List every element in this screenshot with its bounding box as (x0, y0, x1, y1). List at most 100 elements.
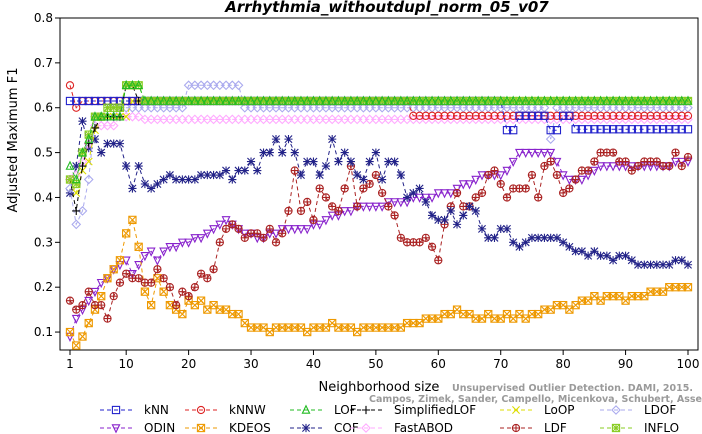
data-point (496, 314, 505, 323)
data-point (639, 95, 649, 105)
data-point (134, 274, 143, 283)
data-point (490, 111, 499, 120)
data-point (277, 225, 287, 235)
data-point (72, 341, 81, 350)
data-point (165, 283, 175, 292)
data-point (172, 175, 181, 184)
data-point (602, 125, 611, 134)
data-point (115, 261, 125, 271)
data-point (109, 139, 118, 148)
data-point (196, 423, 206, 433)
data-point (434, 111, 443, 120)
data-point (577, 111, 587, 120)
data-point (396, 233, 405, 242)
data-point (490, 233, 499, 242)
data-point (284, 206, 293, 216)
data-point (509, 238, 518, 247)
data-point (133, 111, 144, 122)
data-point (97, 300, 106, 310)
data-point (122, 229, 131, 238)
legend-label: kNN (144, 403, 169, 417)
data-point (477, 224, 487, 233)
legend-label: KDEOS (229, 421, 271, 434)
data-point (121, 79, 131, 90)
data-point (115, 278, 125, 287)
data-point (265, 224, 274, 234)
data-point (128, 184, 137, 193)
data-point (78, 332, 87, 341)
data-point (103, 274, 112, 283)
data-point (72, 206, 81, 216)
data-point (178, 309, 187, 319)
data-point (415, 111, 424, 120)
data-point (353, 202, 362, 211)
data-point (240, 166, 249, 175)
data-point (477, 111, 487, 120)
data-point (646, 111, 655, 120)
data-point (221, 224, 231, 234)
data-point (171, 95, 181, 105)
data-point (583, 125, 593, 134)
data-point (509, 111, 518, 120)
data-point (545, 134, 556, 145)
y-tick-label: 0.6 (34, 101, 53, 115)
data-point (552, 157, 562, 168)
data-point (440, 215, 449, 224)
data-point (377, 95, 387, 105)
y-tick-label: 0.1 (34, 325, 53, 339)
data-point (259, 148, 268, 157)
legend-label: COF (334, 421, 359, 434)
data-point (78, 166, 87, 175)
data-point (315, 220, 325, 230)
data-point (377, 188, 387, 198)
data-point (533, 95, 543, 105)
x-tick-label: 100 (677, 357, 700, 371)
x-tick-label: 90 (618, 357, 633, 371)
data-point (202, 95, 212, 105)
data-point (390, 95, 400, 105)
data-point (521, 111, 530, 120)
x-tick-label: 50 (368, 357, 383, 371)
data-point (434, 256, 443, 265)
data-point (571, 175, 580, 184)
data-point (202, 229, 212, 239)
series-line (69, 116, 688, 180)
data-point (358, 95, 368, 105)
data-point (584, 251, 593, 260)
data-point (533, 148, 543, 159)
data-point (321, 216, 331, 226)
data-point (471, 111, 480, 120)
x-axis-label: Neighborhood size (319, 380, 440, 395)
data-point (284, 95, 293, 105)
data-point (502, 309, 512, 319)
data-point (65, 296, 75, 305)
data-point (184, 238, 194, 248)
data-point (140, 179, 150, 189)
data-point (571, 111, 580, 120)
data-point (234, 224, 243, 234)
data-point (552, 170, 562, 180)
data-point (190, 300, 199, 310)
data-point (165, 243, 175, 253)
data-point (203, 170, 212, 180)
data-point (240, 229, 250, 239)
data-point (590, 157, 599, 166)
data-point (433, 95, 443, 105)
data-point (127, 269, 137, 280)
data-point (184, 292, 193, 301)
data-point (446, 111, 455, 120)
data-point (415, 193, 425, 203)
x-tick-label: 1 (66, 357, 74, 371)
data-point (577, 175, 587, 185)
data-point (558, 95, 568, 105)
data-point (408, 95, 418, 105)
data-point (147, 184, 156, 193)
data-point (671, 256, 680, 265)
data-point (340, 207, 350, 217)
data-point (652, 111, 661, 120)
data-point (496, 171, 506, 181)
data-point (646, 260, 655, 269)
data-point (102, 111, 112, 121)
data-point (440, 111, 449, 120)
data-point (559, 238, 568, 247)
